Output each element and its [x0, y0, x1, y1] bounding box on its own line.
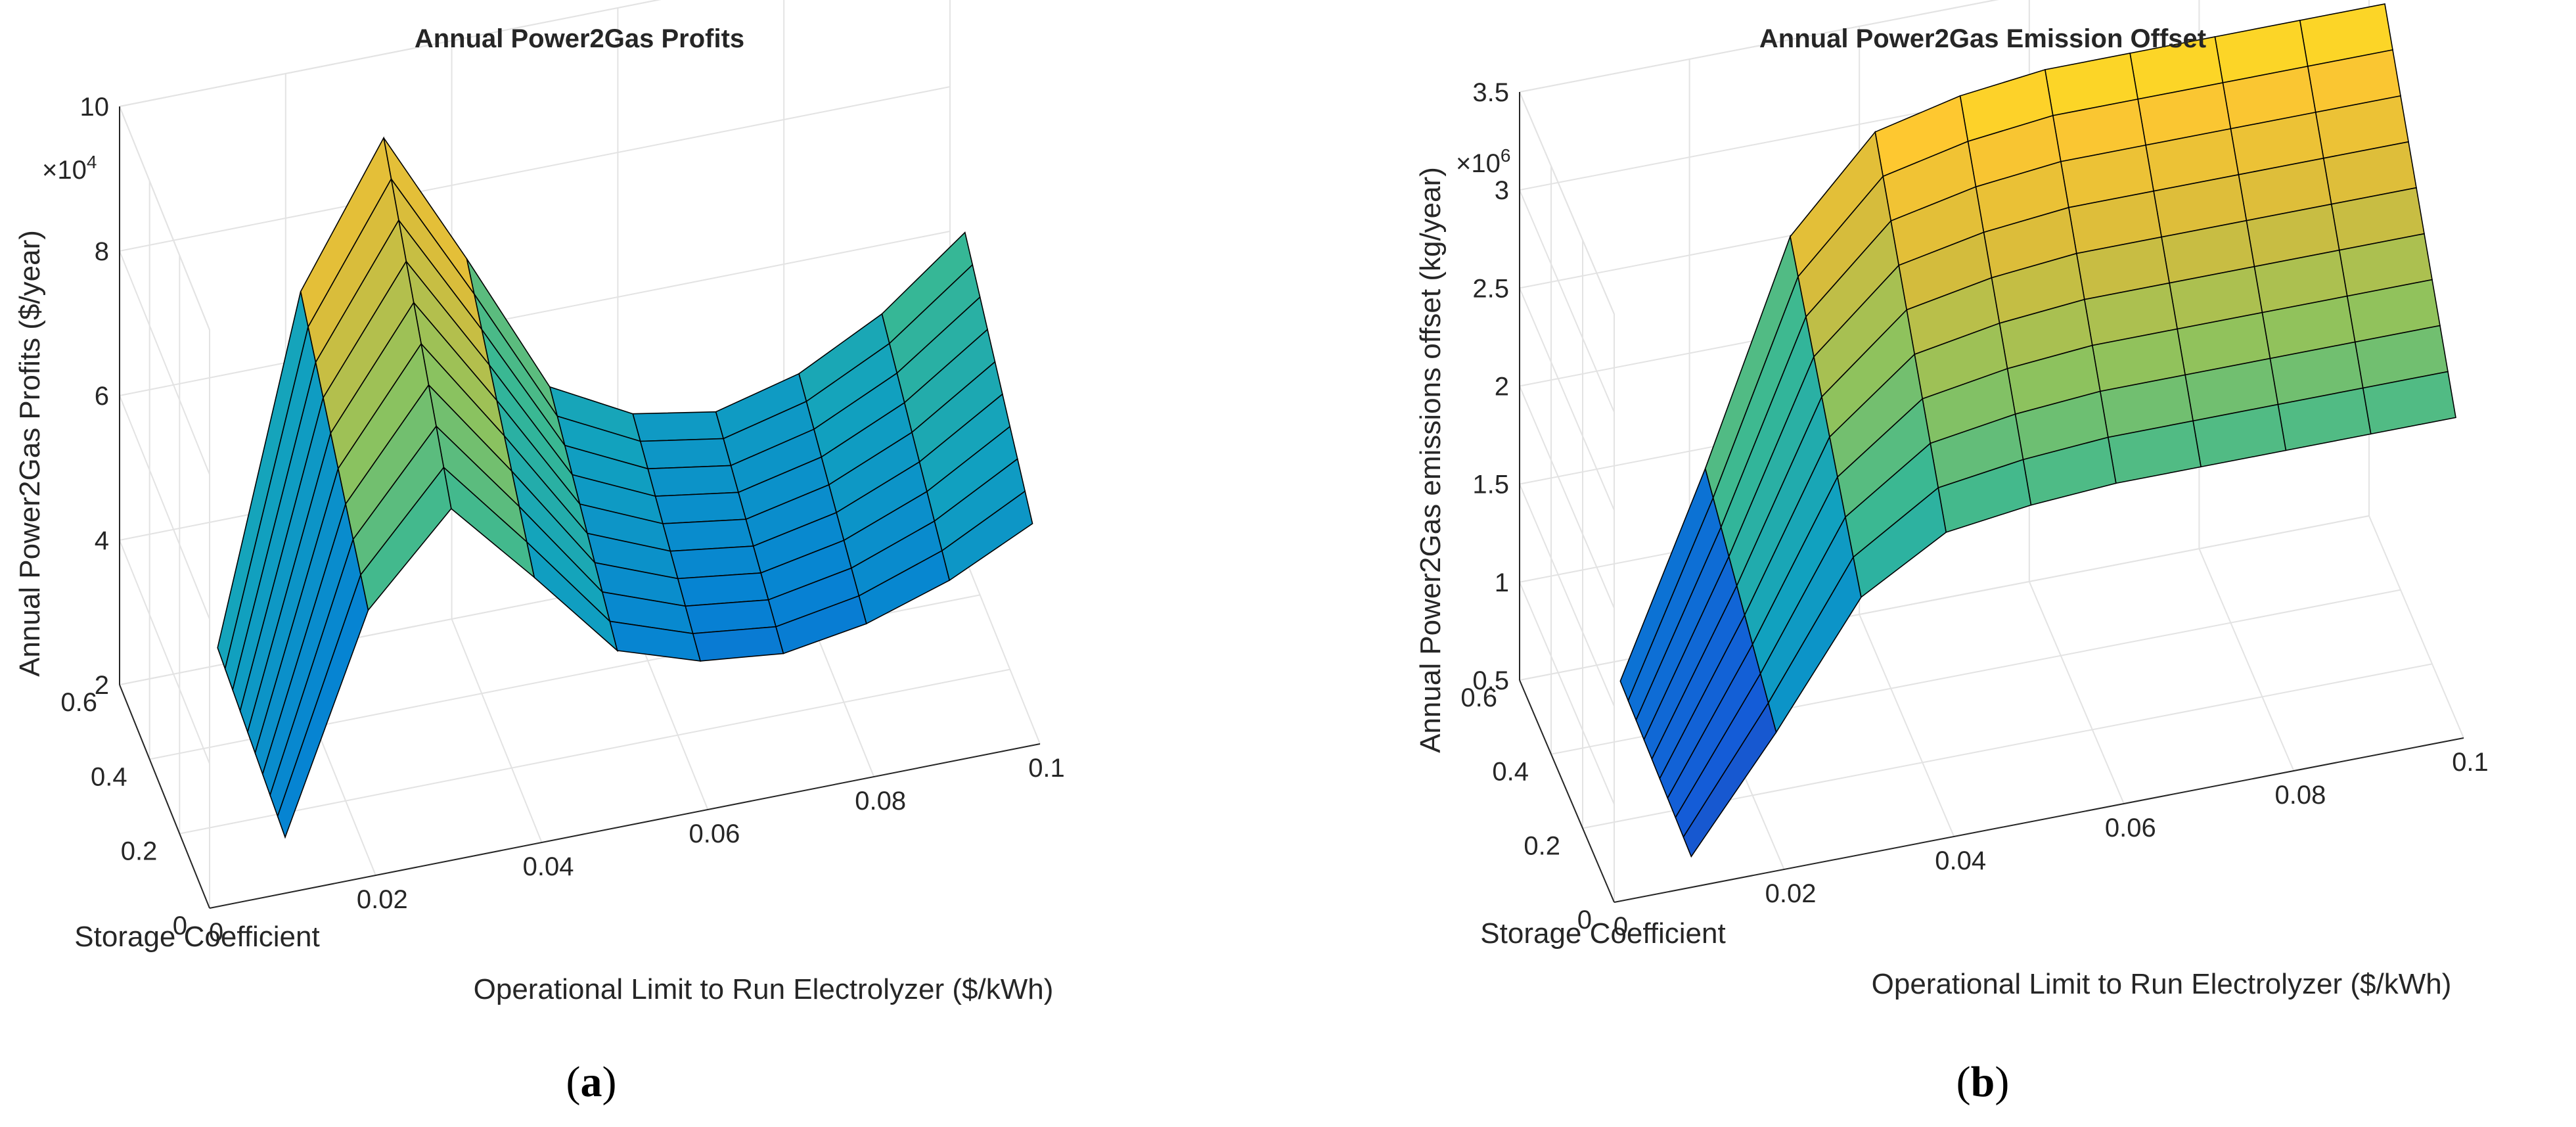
chart-a-surface — [217, 136, 1033, 839]
surface-patch — [662, 518, 754, 552]
y-tick-label: 0.2 — [121, 837, 158, 866]
grid-line — [2368, 515, 2464, 739]
grid-line — [1519, 484, 1615, 707]
x-axis-line — [209, 743, 1041, 909]
chart-b-zlabel: Annual Power2Gas emissions offset (kg/ye… — [1414, 167, 1447, 753]
y-tick-label: 0.6 — [60, 688, 97, 717]
surface-patch — [277, 572, 369, 839]
chart-b-caption-letter: b — [1971, 1058, 1995, 1106]
box-edge — [1519, 0, 1999, 93]
x-tick-label: 0.08 — [855, 787, 906, 816]
z-tick-label: 3 — [1495, 176, 1509, 205]
chart-a-caption: (a) — [566, 1058, 617, 1106]
chart-b-title: Annual Power2Gas Emission Offset — [1759, 24, 2206, 53]
grid-line — [119, 0, 662, 107]
x-tick-label: 0.06 — [689, 819, 740, 848]
chart-panel-a: 2 4 6 8 10 0 0.02 0.04 0.06 0.08 0.1 0 0.2 0.4 0.6 Ann… — [14, 0, 1065, 1106]
chart-b-zexp: ×106 — [1456, 145, 1510, 178]
grid-line — [119, 395, 210, 620]
chart-b-ticks: 0.5 1 1.5 2 2.5 3 3.5 0 0.02 0.04 0.06 0.08 0.1 0 0.2 0… — [1460, 78, 2488, 941]
box-edge — [119, 106, 210, 331]
chart-a-ticks: 2 4 6 8 10 0 0.02 0.04 0.06 0.08 0.1 0 0.2 0.4 0.6 — [60, 93, 1064, 947]
y-tick-label: 0.4 — [91, 762, 127, 791]
chart-a-title: Annual Power2Gas Profits — [415, 24, 744, 53]
z-tick-label: 1 — [1495, 568, 1509, 597]
grid-line — [2198, 548, 2295, 771]
grid-line — [1519, 189, 1615, 413]
grid-line — [451, 618, 543, 843]
surface-patch — [647, 465, 739, 497]
surface-patch — [1683, 701, 1777, 858]
grid-line — [1859, 614, 1955, 837]
z-tick-label: 2 — [1495, 373, 1509, 402]
x-axis-line — [1614, 737, 2464, 903]
z-tick-label: 0.5 — [1472, 666, 1509, 695]
chart-a-caption-letter: a — [581, 1058, 602, 1106]
chart-b-caption: (b) — [1956, 1058, 2010, 1106]
z-tick-label: 4 — [95, 526, 109, 555]
grid-line — [119, 250, 210, 475]
chart-a-svg: 2 4 6 8 10 0 0.02 0.04 0.06 0.08 0.1 0 0.2 0.4 0.6 Ann… — [14, 0, 1065, 1106]
grid-line — [1519, 386, 1615, 609]
y-tick-label: 0 — [173, 911, 187, 940]
x-tick-label: 0.1 — [1028, 754, 1065, 783]
box-edge — [119, 0, 662, 107]
grid-line — [1519, 582, 1615, 805]
grid-line — [1519, 287, 1615, 511]
chart-b-zmult: ×10 — [1456, 149, 1501, 178]
chart-b-xlabel: Operational Limit to Run Electrolyzer ($… — [1872, 968, 2452, 1000]
x-tick-label: 0 — [1614, 912, 1628, 941]
y-tick-label: 0.4 — [1492, 758, 1529, 787]
x-tick-label: 0 — [209, 918, 223, 947]
x-tick-label: 0.02 — [357, 885, 408, 914]
z-tick-label: 2.5 — [1472, 274, 1509, 303]
surface-patch — [639, 438, 732, 470]
z-tick-label: 1.5 — [1472, 471, 1509, 499]
x-tick-label: 0.02 — [1765, 879, 1817, 908]
grid-line — [119, 86, 951, 252]
chart-b-ylabel: Storage Coefficient — [1480, 917, 1725, 950]
z-tick-label: 10 — [80, 93, 110, 122]
grid-line — [119, 231, 951, 396]
chart-a-ylabel: Storage Coefficient — [74, 921, 319, 953]
x-tick-label: 0.04 — [523, 852, 574, 881]
z-tick-label: 8 — [95, 237, 109, 266]
x-tick-label: 0.04 — [1935, 846, 1986, 875]
box-edge — [1519, 91, 1615, 315]
x-tick-label: 0.06 — [2105, 814, 2156, 842]
y-axis-line — [1519, 679, 1615, 903]
chart-a-xlabel: Operational Limit to Run Electrolyzer ($… — [474, 973, 1054, 1005]
y-tick-label: 0.6 — [1460, 683, 1497, 712]
x-tick-label: 0.1 — [2452, 748, 2489, 777]
chart-a-zexp-power: 4 — [87, 152, 97, 172]
x-tick-label: 0.08 — [2274, 781, 2326, 810]
grid-line — [179, 668, 1010, 835]
surface-patch — [654, 492, 747, 524]
z-tick-label: 3.5 — [1472, 78, 1509, 107]
chart-a-zlabel: Annual Power2Gas Profits ($/year) — [14, 230, 46, 677]
y-tick-label: 0.2 — [1524, 831, 1560, 860]
chart-b-svg: 0.5 1 1.5 2 2.5 3 3.5 0 0.02 0.04 0.06 0.08 0.1 0 0.2 0… — [1414, 0, 2489, 1106]
chart-panel-b: 0.5 1 1.5 2 2.5 3 3.5 0 0.02 0.04 0.06 0.08 0.1 0 0.2 0… — [1288, 0, 2576, 1127]
z-tick-label: 6 — [95, 382, 109, 411]
y-tick-label: 0 — [1577, 906, 1592, 934]
chart-b-surface — [1619, 3, 2456, 858]
chart-b-zexp-power: 6 — [1501, 145, 1511, 166]
z-tick-label: 2 — [95, 671, 109, 700]
y-axis-line — [119, 684, 210, 909]
grid-line — [119, 540, 210, 764]
chart-a-zexp: ×104 — [42, 152, 97, 185]
grid-line — [2028, 581, 2125, 804]
surface-patch — [632, 411, 725, 442]
chart-a-zmult: ×10 — [42, 156, 87, 185]
